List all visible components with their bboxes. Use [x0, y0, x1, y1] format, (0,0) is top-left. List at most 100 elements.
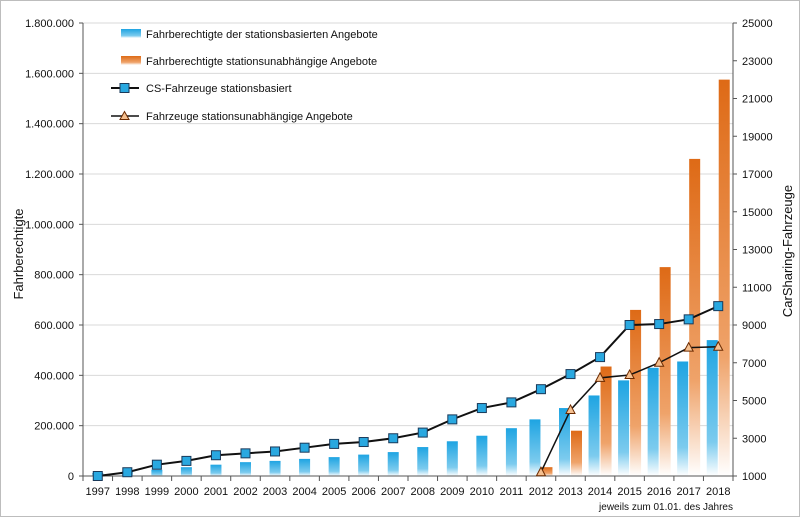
x-tick-label: 2014 [588, 486, 612, 498]
bar-stationsbasiert [706, 340, 718, 476]
bar-stationsunabhaengig [571, 430, 582, 476]
marker-square [122, 467, 133, 478]
grid [83, 22, 733, 427]
y2-tick-label: 1000 [742, 471, 766, 483]
marker-square [240, 448, 251, 459]
bar-stationsunabhaengig [600, 366, 612, 476]
marker-square [535, 384, 546, 395]
marker-square [595, 352, 606, 363]
marker-square [624, 320, 635, 330]
bar-stationsbasiert [588, 395, 600, 476]
y2-tick-label: 3000 [742, 433, 766, 445]
y2-tick-label: 19000 [742, 131, 773, 143]
bar-stationsunabhaengig [541, 467, 553, 476]
marker-square [388, 433, 399, 444]
y2-tick-label: 13000 [742, 245, 773, 257]
bar-stationsbasiert [417, 447, 429, 476]
x-tick-label: 2017 [676, 486, 700, 498]
lines [92, 301, 724, 481]
y2-tick-label: 7000 [742, 358, 766, 370]
x-tick-label: 2002 [233, 486, 257, 498]
legend-entry-3: CS-Fahrzeuge stationsbasiert [146, 83, 292, 95]
marker-triangle [624, 368, 635, 380]
bar-stationsbasiert [559, 408, 570, 476]
marker-square [476, 403, 487, 414]
x-tick-label: 2010 [470, 486, 494, 498]
bar-stationsunabhaengig [718, 79, 730, 476]
marker-square [92, 471, 103, 481]
y-tick-label: 0 [68, 471, 74, 483]
marker-square [151, 459, 162, 470]
x-tick-label: 2006 [351, 486, 375, 498]
bar-stationsbasiert [269, 460, 281, 476]
y2-axis-label: CarSharing-Fahrzeuge [780, 185, 795, 317]
bar-stationsbasiert [180, 467, 192, 476]
marker-square [299, 442, 310, 453]
marker-square [329, 438, 340, 449]
x-tick-label: 2015 [617, 486, 641, 498]
bar-stationsbasiert [677, 361, 689, 476]
marker-square [713, 301, 724, 312]
legend-marker-square [119, 83, 130, 93]
y-tick-label: 400.000 [34, 370, 74, 382]
bar-stationsbasiert [210, 464, 222, 476]
y2-tick-label: 15000 [742, 207, 773, 219]
x-tick-label: 1997 [86, 486, 110, 498]
y-tick-label: 200.000 [34, 421, 74, 433]
y2-tick-label: 9000 [742, 320, 766, 332]
x-tick-label: 2004 [292, 486, 316, 498]
y2-tick-label: 25000 [742, 18, 773, 30]
marker-triangle [565, 403, 576, 414]
y-tick-label: 600.000 [34, 320, 74, 332]
y-axis-label: Fahrberechtigte [11, 208, 26, 299]
x-tick-label: 1999 [145, 486, 169, 498]
x-tick-label: 2008 [411, 486, 435, 498]
tick-labels: 0 200.000 400.000 600.000 800.000 1.000.000 1.… [25, 18, 773, 498]
marker-triangle [683, 341, 695, 352]
axes [79, 22, 737, 481]
legend-entry-1: Fahrberechtigte der stationsbasierten An… [146, 29, 378, 41]
bar-stationsbasiert [328, 457, 340, 476]
marker-triangle [712, 340, 724, 351]
x-tick-label: 2000 [174, 486, 198, 498]
marker-square [447, 414, 458, 425]
bar-stationsbasiert [240, 462, 251, 476]
legend: Fahrberechtigte der stationsbasierten An… [111, 29, 378, 123]
y2-tick-label: 23000 [742, 56, 773, 68]
bar-stationsbasiert [505, 428, 517, 476]
x-tick-label: 2007 [381, 486, 405, 498]
y-tick-label: 1.200.000 [25, 169, 74, 181]
bar-stationsbasiert [618, 380, 630, 476]
bar-stationsunabhaengig [630, 309, 642, 476]
legend-entry-4: Fahrzeuge stationsunabhängige Angebote [146, 111, 353, 123]
marker-triangle [653, 356, 665, 367]
y-tick-label: 1.400.000 [25, 119, 74, 131]
bar-stationsbasiert [529, 419, 541, 476]
bar-stationsbasiert [647, 367, 659, 476]
x-tick-label: 2011 [500, 486, 524, 498]
line-cs-fahrzeuge [97, 305, 719, 477]
bar-stationsbasiert [446, 441, 458, 476]
bar-stationsbasiert [476, 435, 488, 476]
x-tick-label: 2016 [647, 486, 671, 498]
x-tick-label: 2018 [706, 486, 730, 498]
bar-stationsbasiert [387, 452, 399, 476]
bar-stationsunabhaengig [659, 267, 671, 476]
marker-square [506, 397, 517, 408]
y2-tick-label: 21000 [742, 94, 773, 106]
x-tick-label: 2009 [440, 486, 464, 498]
legend-entry-2: Fahrberechtigte stationsunabhängige Ange… [146, 56, 377, 68]
legend-swatch-orange-bar [121, 56, 141, 65]
x-tick-label: 2012 [529, 486, 553, 498]
y-tick-label: 1.000.000 [25, 219, 74, 231]
x-axis-note: jeweils zum 01.01. des Jahres [598, 502, 733, 513]
bar-stationsbasiert [151, 469, 163, 476]
marker-square [654, 319, 665, 330]
y-tick-label: 800.000 [34, 270, 74, 282]
y2-tick-label: 5000 [742, 396, 766, 408]
marker-square [270, 446, 281, 457]
bars [92, 79, 730, 476]
bar-stationsbasiert [299, 458, 311, 476]
